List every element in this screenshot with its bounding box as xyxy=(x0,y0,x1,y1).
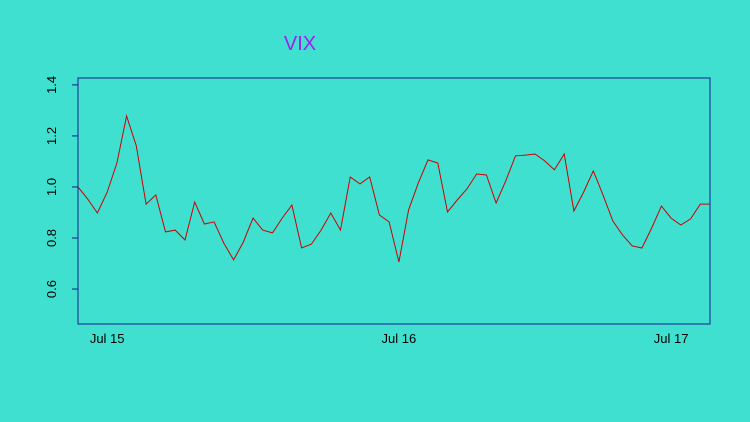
x-tick-label: Jul 16 xyxy=(382,331,417,346)
y-tick-label: 0.8 xyxy=(44,229,59,247)
y-tick-label: 1.0 xyxy=(44,178,59,196)
y-tick-label: 1.2 xyxy=(44,127,59,145)
x-tick-label: Jul 17 xyxy=(654,331,689,346)
x-tick-label: Jul 15 xyxy=(90,331,125,346)
y-tick-label: 1.4 xyxy=(44,76,59,94)
line-series xyxy=(77,114,710,263)
plot-frame xyxy=(77,77,711,325)
chart-title: VIX xyxy=(284,33,316,55)
y-tick-label: 0.6 xyxy=(44,280,59,298)
